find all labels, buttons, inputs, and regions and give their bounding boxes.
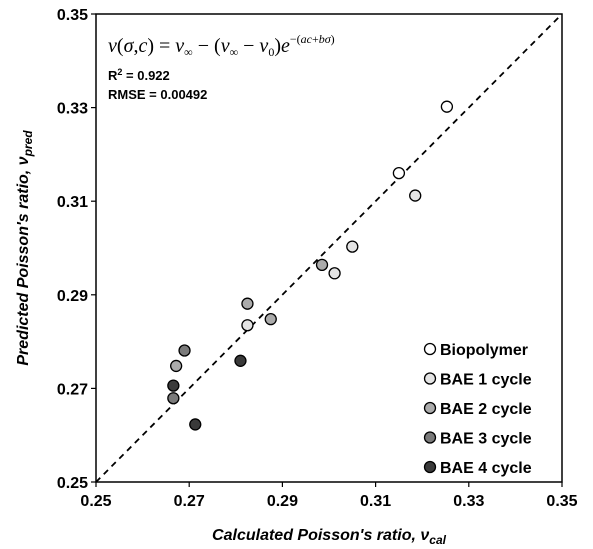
x-tick-label: 0.31 [360,493,391,510]
y-axis-ticks: 0.25 0.27 0.29 0.31 0.33 0.35 [57,7,96,492]
data-point [178,344,191,357]
y-tick-label: 0.33 [57,101,88,118]
y-tick-label: 0.35 [57,7,88,24]
legend-marker [423,460,437,474]
data-point [315,258,329,271]
x-axis-title: Calculated Poisson's ratio, νcal [212,527,447,547]
legend-label: BAE 3 cycle [440,431,532,448]
x-tick-label: 0.29 [267,493,298,510]
x-tick-label: 0.35 [546,493,577,510]
legend-marker [423,401,437,415]
y-axis-title-symbol: ν [15,156,32,165]
data-point [167,379,180,392]
legend-marker [423,372,437,385]
data-point [440,100,454,113]
legend-label: BAE 1 cycle [440,372,532,389]
data-point [241,319,254,332]
y-axis-title: Predicted Poisson's ratio, νpred [15,130,35,366]
x-axis-title-symbol: ν [420,527,429,544]
legend-label: Biopolymer [440,342,528,359]
data-point [170,359,183,373]
legend: Biopolymer BAE 1 cycle BAE 2 cycle BAE 3 cy… [423,342,532,477]
y-tick-label: 0.25 [57,475,88,492]
data-point [234,354,247,367]
data-point [392,166,406,180]
data-point [167,392,180,405]
y-tick-label: 0.29 [57,288,88,305]
y-axis-title-sub: pred [21,130,35,158]
legend-label: BAE 2 cycle [440,401,532,418]
r-squared-label: R2 = 0.922 [108,67,170,83]
data-point [346,240,359,253]
x-axis-ticks: 0.25 0.27 0.29 0.31 0.33 0.35 [80,482,578,510]
rmse-label: RMSE = 0.00492 [108,87,207,102]
x-tick-label: 0.33 [453,493,484,510]
y-tick-label: 0.27 [57,381,88,398]
data-point [328,267,341,280]
x-tick-label: 0.25 [80,493,111,510]
legend-marker [423,342,437,356]
x-tick-label: 0.27 [174,493,205,510]
x-axis-title-sub: cal [429,533,446,547]
legend-label: BAE 4 cycle [440,460,532,477]
y-tick-label: 0.31 [57,194,88,211]
legend-marker [423,431,437,444]
data-point [409,189,422,202]
data-points [167,100,454,431]
model-equation: ν(σ,c) = ν∞ − (ν∞ − ν0)e−(ac+bσ) [108,32,335,59]
data-point [241,297,254,310]
data-point [189,418,202,431]
data-point [264,312,277,326]
